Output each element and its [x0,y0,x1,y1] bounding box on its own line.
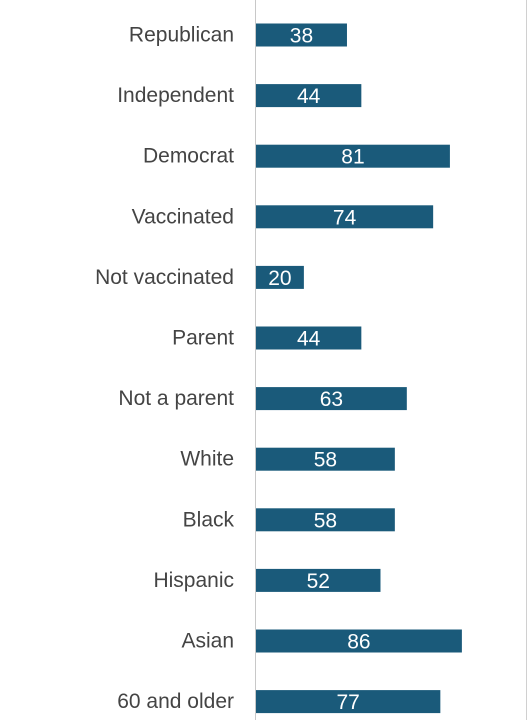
bar-row: Parent 44 [172,326,362,351]
category-label: Independent [117,84,234,107]
bar-row: Asian 86 [181,629,462,654]
bar [256,205,434,229]
bar-value-label: 63 [320,388,343,411]
category-label: White [180,448,234,471]
bar-value-label: 38 [290,25,313,48]
bars-layer: Republican 38 Independent 44 Democrat 81 Vacci… [95,23,462,714]
bar-row: White 58 [180,447,395,472]
bar [256,265,304,289]
category-label: Asian [181,630,234,653]
bar [256,84,362,108]
category-label: Vaccinated [132,205,234,228]
bar [256,387,407,411]
bar-value-label: 20 [268,267,291,290]
bar [256,326,362,350]
bar [256,508,395,532]
bar-row: Hispanic 52 [153,568,381,593]
bar-row: Vaccinated 74 [132,205,434,229]
category-label: Hispanic [153,569,234,592]
category-label: Republican [129,24,234,47]
bar-value-label: 52 [307,570,330,593]
bar-row: Democrat 81 [143,144,450,169]
category-label: Democrat [143,145,234,168]
bar-row: Republican 38 [129,23,347,48]
bar-value-label: 44 [297,328,321,351]
category-label: Not vaccinated [95,266,234,289]
category-label: Not a parent [118,387,234,410]
bar-value-label: 81 [341,146,364,169]
bar-row: Black 58 [183,508,395,532]
bar-row: Not vaccinated 20 [95,265,304,290]
bar-value-label: 74 [333,206,357,229]
bar-value-label: 77 [336,691,359,714]
bar-value-label: 58 [314,509,337,532]
bar-value-label: 44 [297,85,321,108]
bar-value-label: 58 [314,449,337,472]
bar [256,23,347,47]
bar-row: Not a parent 63 [118,387,407,411]
bar [256,144,450,168]
bar-row: 60 and older 77 [117,690,441,714]
bar-value-label: 86 [347,631,370,654]
bar [256,447,395,471]
bar-row: Independent 44 [117,84,362,108]
bar [256,568,381,592]
category-label: 60 and older [117,690,234,713]
bar [256,690,441,714]
category-label: Parent [172,327,234,350]
category-label: Black [183,508,235,531]
bar [256,629,462,653]
